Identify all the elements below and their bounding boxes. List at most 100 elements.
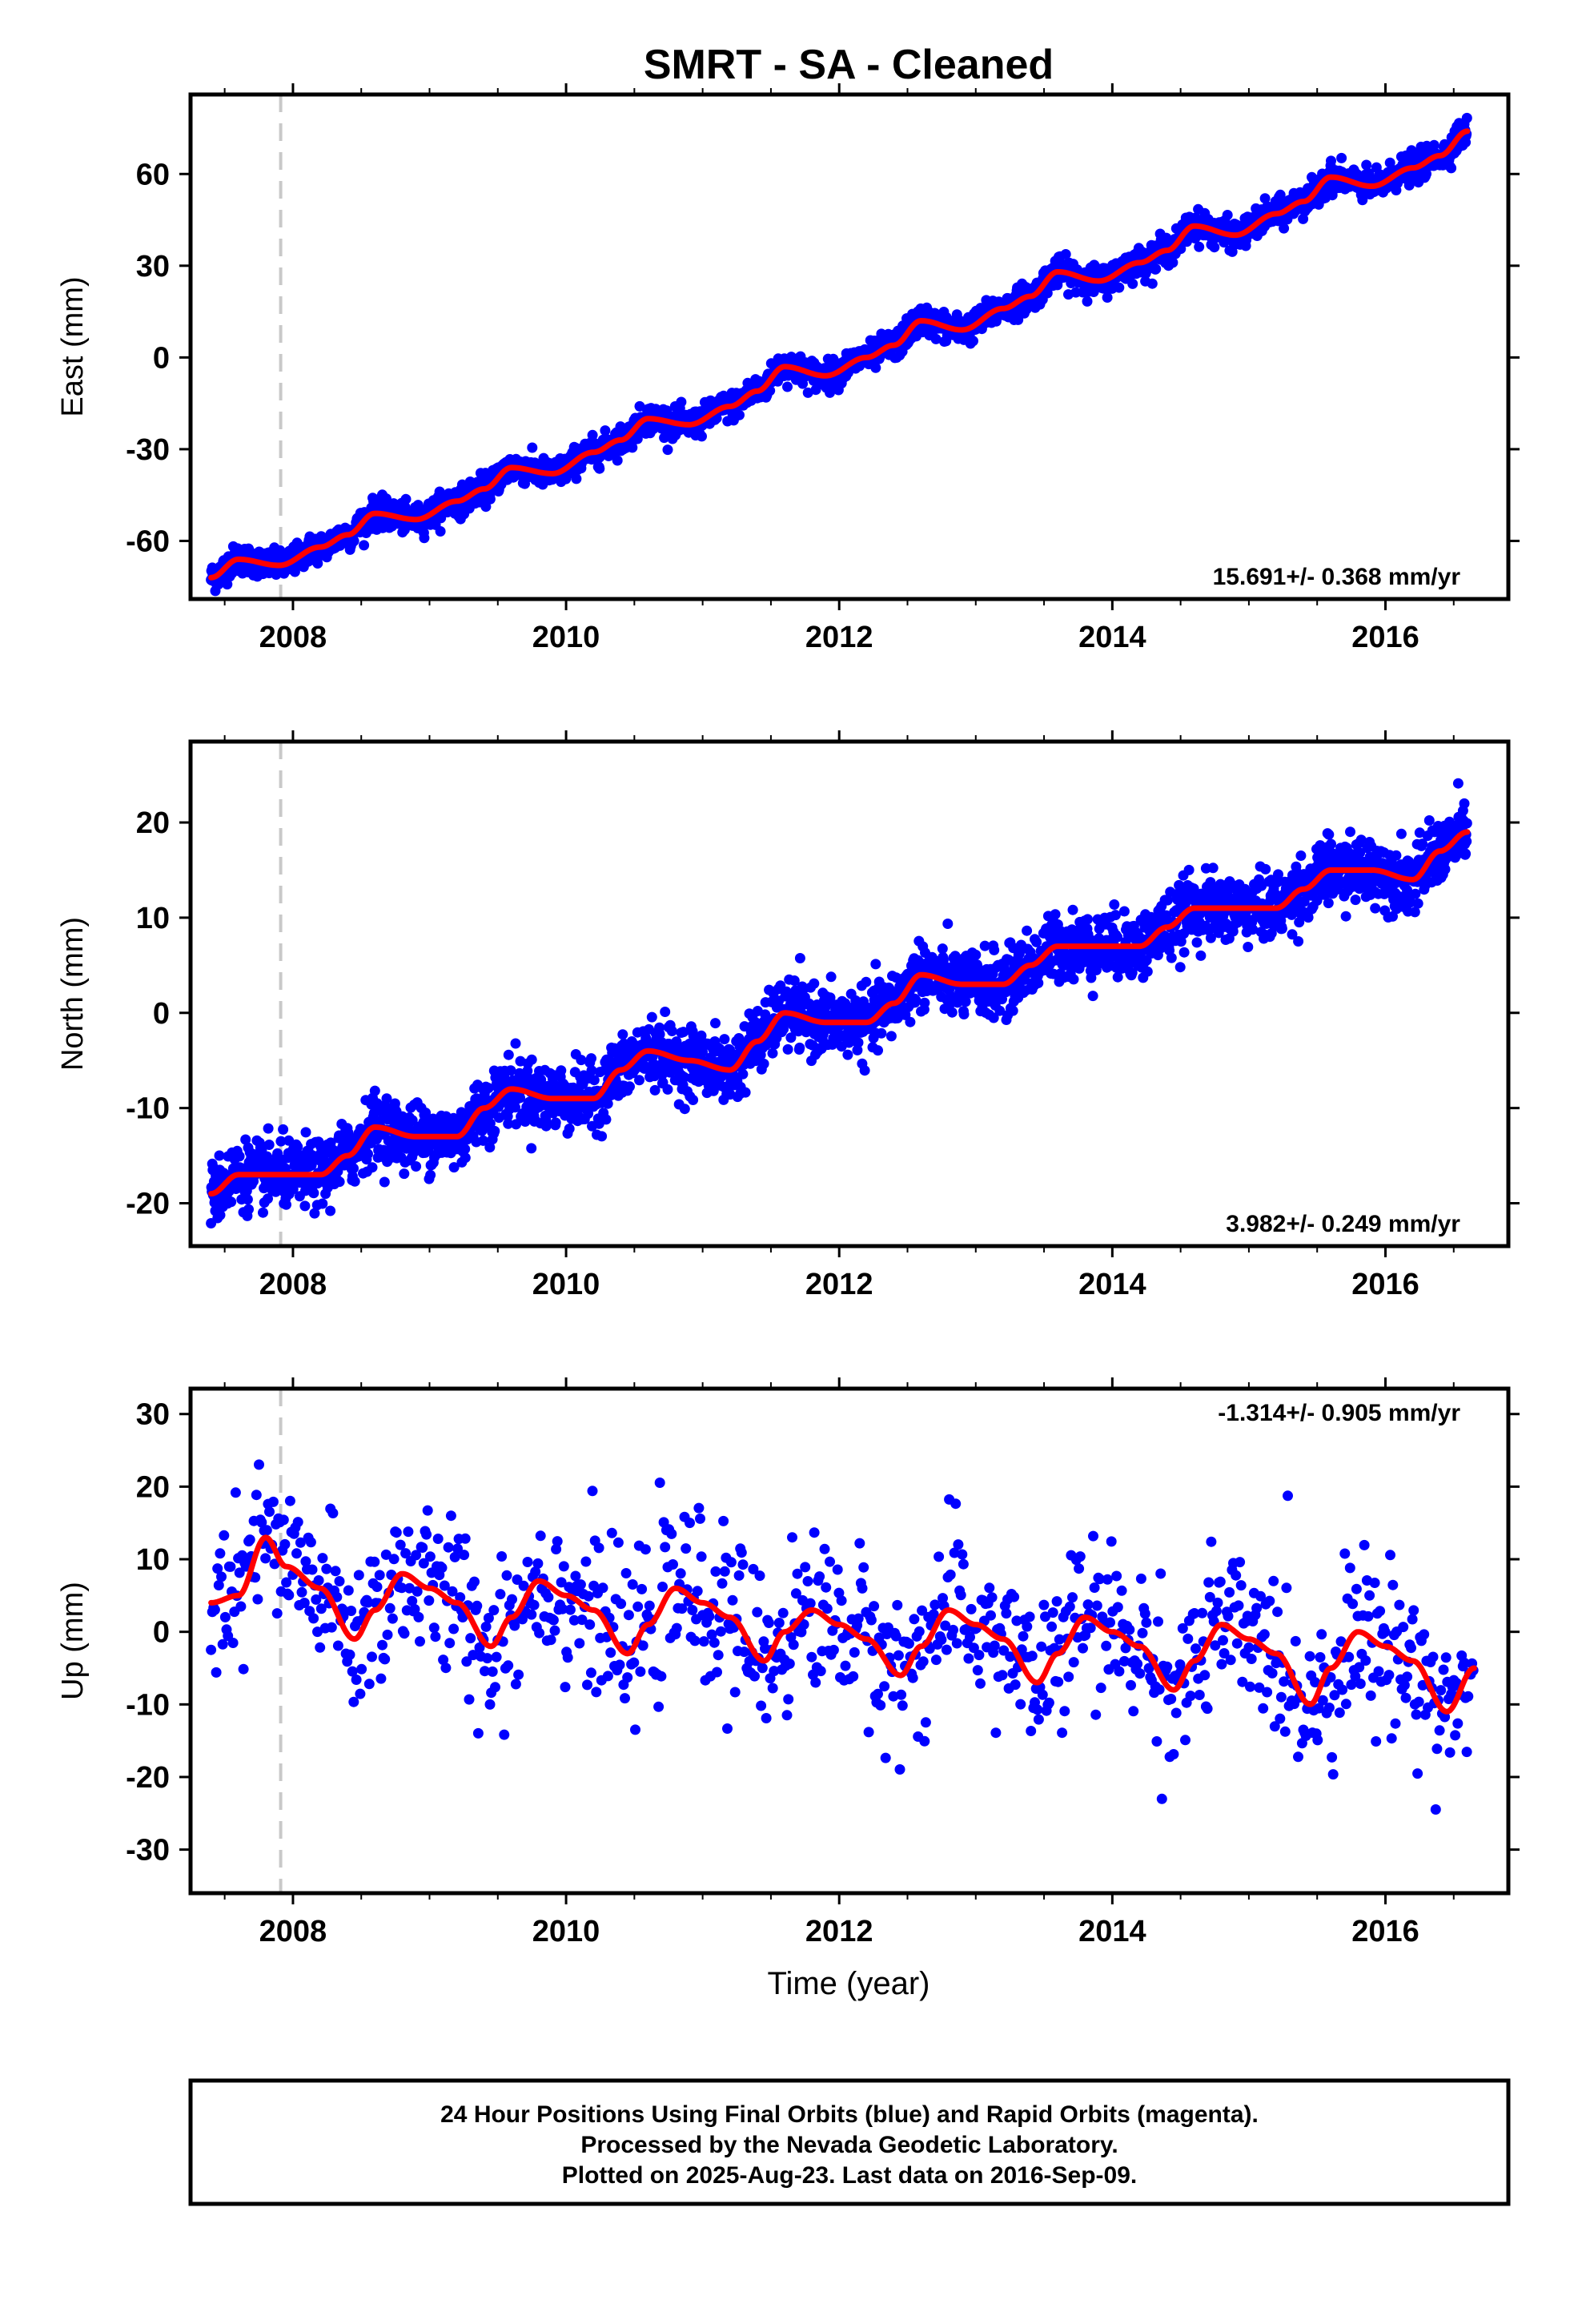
data-point bbox=[662, 444, 673, 456]
data-point bbox=[480, 501, 492, 513]
data-point bbox=[527, 442, 538, 453]
data-point bbox=[734, 409, 745, 420]
data-point bbox=[1279, 223, 1290, 234]
data-point bbox=[646, 1011, 657, 1023]
data-point bbox=[1087, 991, 1098, 1002]
plot-frame bbox=[188, 92, 1511, 601]
data-point bbox=[617, 1029, 628, 1040]
data-point bbox=[348, 536, 359, 547]
data-point bbox=[942, 919, 954, 929]
data-point bbox=[226, 1196, 237, 1208]
data-point bbox=[968, 336, 978, 347]
data-point bbox=[1222, 210, 1233, 220]
data-point bbox=[564, 1124, 575, 1134]
data-point bbox=[624, 1081, 635, 1092]
data-point bbox=[1022, 925, 1033, 936]
data-point bbox=[510, 1038, 521, 1049]
data-point bbox=[919, 997, 930, 1008]
data-point bbox=[1275, 189, 1286, 200]
data-point bbox=[825, 971, 837, 983]
x-tick-label: 2012 bbox=[805, 621, 873, 654]
data-point bbox=[1050, 909, 1061, 920]
data-point bbox=[1259, 193, 1271, 204]
data-point bbox=[873, 1045, 883, 1056]
data-point bbox=[263, 1140, 275, 1150]
data-point bbox=[853, 1037, 864, 1048]
x-tick-label: 2010 bbox=[532, 621, 600, 654]
data-point bbox=[425, 1169, 436, 1180]
data-point bbox=[1194, 241, 1205, 252]
x-tick-label: 2014 bbox=[1078, 621, 1146, 654]
data-point bbox=[541, 1117, 552, 1128]
data-point bbox=[859, 1065, 870, 1076]
x-tick-label: 2008 bbox=[259, 621, 327, 654]
data-point bbox=[1446, 163, 1457, 174]
data-point bbox=[1033, 978, 1044, 988]
data-point bbox=[1384, 157, 1395, 168]
data-point bbox=[870, 959, 881, 970]
data-point bbox=[586, 1053, 596, 1064]
data-point bbox=[526, 1143, 537, 1154]
data-point bbox=[1007, 1005, 1018, 1016]
data-point bbox=[679, 1104, 690, 1115]
data-point bbox=[1146, 278, 1158, 289]
y-tick-label: 0 bbox=[153, 341, 170, 375]
data-point bbox=[1461, 112, 1472, 123]
data-point bbox=[1326, 155, 1336, 167]
data-point bbox=[367, 1162, 378, 1173]
data-point bbox=[334, 1176, 345, 1188]
data-point bbox=[1336, 152, 1347, 163]
data-point bbox=[737, 1068, 749, 1080]
data-point bbox=[861, 976, 872, 987]
data-point bbox=[719, 1034, 730, 1045]
data-point bbox=[1060, 249, 1071, 259]
figure-title: SMRT - SA - Cleaned bbox=[644, 42, 1054, 88]
data-point bbox=[400, 493, 412, 505]
data-point bbox=[710, 1018, 721, 1029]
data-point bbox=[1127, 278, 1138, 289]
data-point bbox=[885, 1031, 897, 1042]
data-point bbox=[910, 995, 921, 1006]
data-point bbox=[1150, 263, 1162, 275]
data-point bbox=[1082, 914, 1093, 925]
data-point bbox=[666, 1026, 677, 1036]
data-point bbox=[797, 378, 809, 389]
y-tick-label: 60 bbox=[136, 158, 170, 191]
data-point bbox=[905, 1016, 916, 1027]
data-point bbox=[1068, 974, 1079, 985]
data-point bbox=[697, 431, 707, 442]
data-point bbox=[876, 1027, 887, 1039]
data-point bbox=[526, 1054, 537, 1065]
y-tick-label: 30 bbox=[136, 250, 170, 283]
data-point bbox=[587, 429, 598, 440]
data-point bbox=[325, 1205, 336, 1216]
y-axis-label: East (mm) bbox=[56, 276, 90, 416]
data-point bbox=[317, 1198, 328, 1209]
data-point bbox=[435, 526, 446, 537]
data-point bbox=[278, 1124, 289, 1135]
data-point bbox=[556, 1065, 567, 1076]
data-point bbox=[946, 1007, 958, 1018]
x-tick-label: 2016 bbox=[1351, 621, 1419, 654]
data-point bbox=[308, 1188, 319, 1199]
data-point bbox=[263, 1123, 274, 1134]
data-point bbox=[870, 362, 881, 373]
data-point bbox=[503, 1049, 514, 1060]
data-point bbox=[970, 949, 982, 960]
data-point bbox=[794, 1042, 805, 1053]
data-point bbox=[958, 1009, 970, 1019]
data-point bbox=[299, 1200, 311, 1212]
data-point bbox=[802, 387, 813, 398]
data-point bbox=[242, 1194, 253, 1205]
data-point bbox=[1102, 292, 1113, 303]
data-point bbox=[215, 1209, 226, 1220]
data-point bbox=[600, 1114, 612, 1125]
data-point bbox=[1114, 282, 1125, 293]
data-point bbox=[767, 1047, 778, 1059]
velocity-rate-label: 15.691+/- 0.368 mm/yr bbox=[1213, 564, 1461, 590]
data-point bbox=[809, 978, 820, 989]
fit-line bbox=[208, 128, 1471, 581]
data-point bbox=[460, 1152, 471, 1164]
data-point bbox=[782, 1043, 793, 1055]
